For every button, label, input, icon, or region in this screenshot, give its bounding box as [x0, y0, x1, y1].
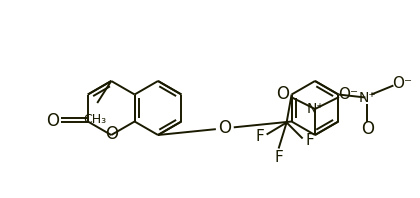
Text: O: O: [218, 119, 231, 137]
Text: O⁻: O⁻: [392, 76, 412, 91]
Text: N⁺: N⁺: [306, 102, 324, 116]
Text: F: F: [274, 150, 283, 165]
Text: O: O: [46, 111, 59, 129]
Text: N⁺: N⁺: [359, 90, 376, 105]
Text: F: F: [255, 129, 264, 144]
Text: F: F: [305, 133, 314, 148]
Text: CH₃: CH₃: [84, 113, 107, 126]
Text: O: O: [105, 125, 118, 143]
Text: O⁻: O⁻: [338, 87, 358, 102]
Text: O: O: [276, 85, 289, 103]
Text: O: O: [361, 121, 374, 138]
